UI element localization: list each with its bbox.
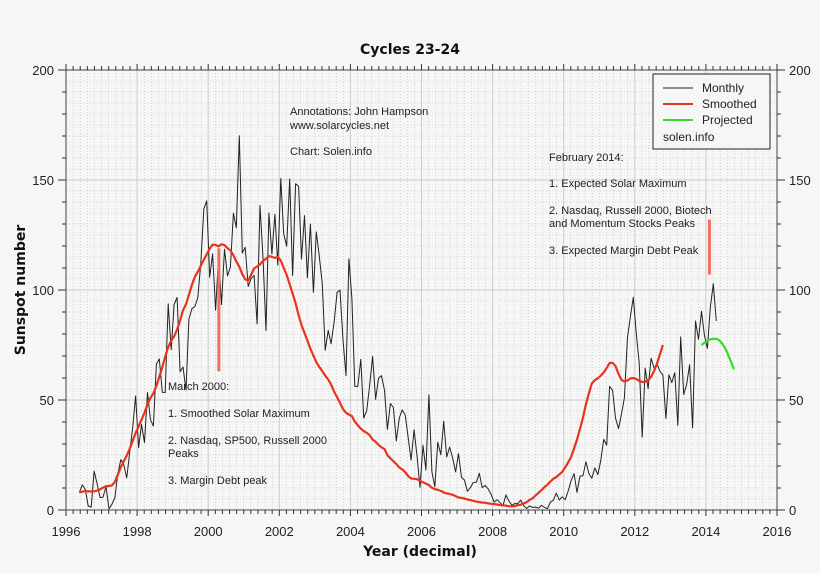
annotation-line: February 2014: bbox=[549, 152, 624, 164]
annotation-line: Peaks bbox=[168, 448, 199, 460]
legend: Monthly Smoothed Projected solen.info bbox=[652, 73, 771, 150]
x-tick-label: 2004 bbox=[336, 524, 365, 539]
x-tick-label: 2008 bbox=[478, 524, 507, 539]
x-tick-label: 2000 bbox=[194, 524, 223, 539]
series-projected-line bbox=[700, 337, 736, 370]
annotation-march-2000: March 2000: 1. Smoothed Solar Maximum 2.… bbox=[168, 381, 327, 487]
x-tick-label: 2014 bbox=[691, 524, 720, 539]
series-monthly-line bbox=[78, 135, 717, 510]
annotation-credits-line: Chart: Solen.info bbox=[290, 146, 372, 158]
legend-label-monthly: Monthly bbox=[702, 81, 744, 95]
x-tick-label: 2006 bbox=[407, 524, 436, 539]
annotation-markers bbox=[217, 219, 711, 372]
y-tick-label-right: 50 bbox=[789, 393, 803, 408]
x-tick-labels: 1996 1998 2000 2002 2004 2006 2008 2010 2012 2014… bbox=[52, 524, 792, 539]
annotation-credits-line: www.solarcycles.net bbox=[289, 120, 389, 132]
y-tick-label-left: 50 bbox=[40, 393, 54, 408]
series-layer bbox=[78, 135, 736, 510]
legend-label-smoothed: Smoothed bbox=[702, 97, 757, 111]
legend-box bbox=[652, 73, 771, 150]
y-tick-label-left: 100 bbox=[32, 283, 54, 298]
y-tick-label-left: 200 bbox=[32, 63, 54, 78]
annotation-credits: Annotations: John Hampson www.solarcycle… bbox=[289, 106, 428, 158]
x-tick-label: 1998 bbox=[123, 524, 152, 539]
y-tick-label-left: 0 bbox=[47, 503, 54, 518]
annotation-line: 1. Smoothed Solar Maximum bbox=[168, 408, 310, 420]
y-tick-label-right: 150 bbox=[789, 173, 811, 188]
y-tick-label-right: 200 bbox=[789, 63, 811, 78]
legend-footer: solen.info bbox=[663, 130, 715, 144]
annotation-line: and Momentum Stocks Peaks bbox=[549, 218, 696, 230]
annotation-line: 3. Expected Margin Debt Peak bbox=[549, 245, 699, 257]
y-tick-labels: 0 0 50 50 100 100 150 150 200 200 bbox=[32, 63, 810, 518]
y-axis-title: Sunspot number bbox=[13, 225, 29, 356]
x-tick-label: 2016 bbox=[763, 524, 792, 539]
x-tick-label: 2002 bbox=[265, 524, 294, 539]
annotation-february-2014: February 2014: 1. Expected Solar Maximum… bbox=[549, 152, 712, 257]
x-axis-title: Year (decimal) bbox=[362, 544, 477, 560]
series-smoothed-line bbox=[79, 243, 664, 508]
annotation-line: 3. Margin Debt peak bbox=[168, 475, 268, 487]
annotation-line: 1. Expected Solar Maximum bbox=[549, 178, 687, 190]
annotation-line: March 2000: bbox=[168, 381, 229, 393]
x-tick-label: 1996 bbox=[52, 524, 81, 539]
axes bbox=[58, 64, 785, 516]
x-tick-label: 2012 bbox=[620, 524, 649, 539]
legend-label-projected: Projected bbox=[702, 113, 753, 127]
chart-title: Cycles 23-24 bbox=[360, 42, 460, 58]
y-tick-label-left: 150 bbox=[32, 173, 54, 188]
y-tick-label-right: 100 bbox=[789, 283, 811, 298]
annotation-line: 2. Nasdaq, SP500, Russell 2000 bbox=[168, 435, 327, 447]
annotation-credits-line: Annotations: John Hampson bbox=[290, 106, 428, 118]
x-tick-label: 2010 bbox=[549, 524, 578, 539]
annotation-line: 2. Nasdaq, Russell 2000, Biotech bbox=[549, 205, 712, 217]
y-tick-label-right: 0 bbox=[789, 503, 796, 518]
